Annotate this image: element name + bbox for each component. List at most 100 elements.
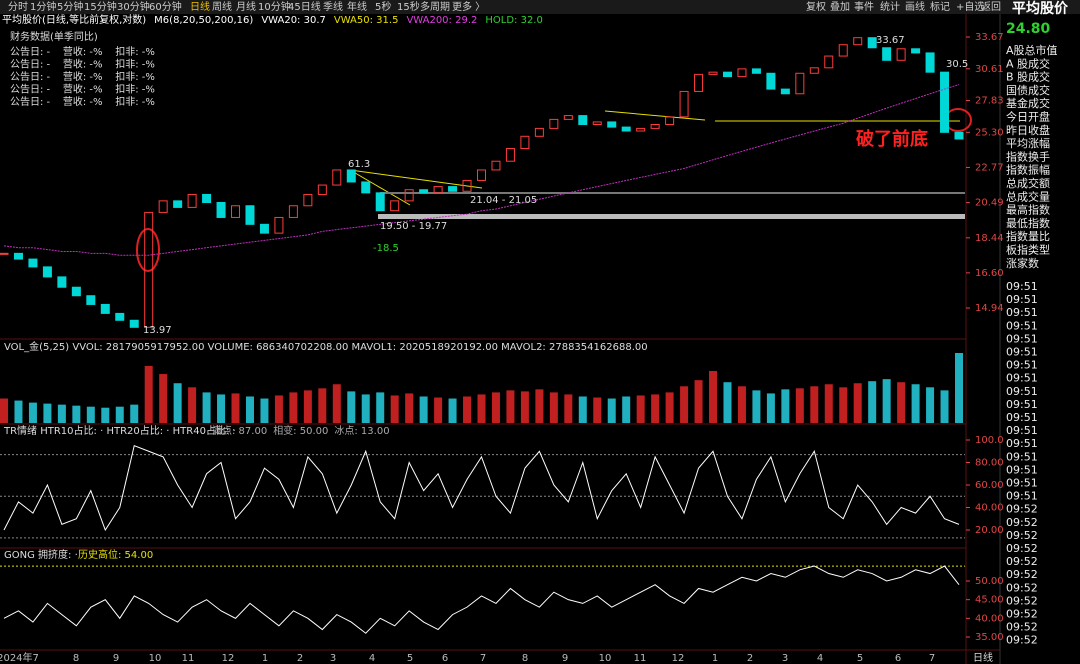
volume-bar — [651, 394, 660, 423]
toolbar-item[interactable]: 返回 — [981, 1, 1001, 13]
x-tick-label: 11 — [634, 653, 647, 664]
volume-bar — [506, 390, 515, 423]
toolbar-item[interactable]: 叠加 — [830, 1, 850, 13]
toolbar-item[interactable]: 45日线 — [288, 0, 321, 13]
volume-bar — [390, 395, 399, 423]
toolbar-item[interactable]: 事件 — [854, 0, 874, 13]
legend-item: HOLD: 32.0 — [485, 15, 542, 26]
candle — [158, 200, 168, 213]
annotation: 61.3 — [348, 159, 370, 170]
toolbar-item[interactable]: 多周期 — [420, 0, 450, 13]
candle — [86, 295, 96, 305]
volume-bar — [607, 398, 616, 423]
x-tick-label: 1 — [262, 653, 268, 664]
sidebar-time: 09:52 — [1006, 621, 1038, 634]
sidebar-item[interactable]: 指数振幅 — [1006, 163, 1050, 177]
y-tick-label: 40.00 — [975, 503, 1004, 514]
sidebar-item[interactable]: 指数换手 — [1006, 149, 1050, 163]
sidebar-item[interactable]: 总成交量 — [1006, 189, 1050, 203]
toolbar-item[interactable]: 1分钟 — [30, 0, 56, 13]
volume-bar — [680, 386, 689, 423]
candle — [346, 169, 356, 183]
annotation: 13.97 — [143, 325, 172, 336]
legend-item: 平均股价(日线,等比前复权,对数) — [2, 13, 146, 26]
candle — [679, 90, 689, 118]
toolbar-item[interactable]: 年线 — [347, 0, 367, 13]
toolbar-item[interactable]: 月线 — [236, 0, 256, 13]
sidebar-item[interactable]: 总成交额 — [1006, 176, 1050, 190]
x-tick-label: 7 — [480, 653, 486, 664]
volume-bar — [709, 370, 718, 423]
toolbar-item[interactable]: 周线 — [212, 0, 232, 13]
sidebar-item[interactable]: 平均涨幅 — [1006, 137, 1050, 150]
sidebar-item[interactable]: A股总市值 — [1006, 43, 1058, 57]
toolbar-item[interactable]: 画线 — [905, 0, 925, 13]
sidebar-time: 09:51 — [1006, 359, 1038, 372]
sidebar-item[interactable]: 涨家数 — [1006, 256, 1039, 270]
level-label: 冰点: 13.00 — [334, 424, 389, 437]
sidebar-item[interactable]: 最高指数 — [1006, 203, 1050, 217]
toolbar-item[interactable]: 60分钟 — [149, 0, 182, 13]
sidebar-time: 09:52 — [1006, 503, 1038, 516]
legend-item: VWA50: 31.5 — [334, 15, 399, 26]
sidebar-time: 09:51 — [1006, 372, 1038, 385]
candle — [867, 37, 877, 49]
finance-row: 公告日: - 营收: -% 扣非: -% — [10, 45, 155, 58]
candle — [838, 44, 848, 57]
sidebar-item[interactable]: 最低指数 — [1006, 216, 1050, 230]
toolbar-item[interactable]: 10分钟 — [258, 0, 291, 13]
sidebar-item[interactable]: B 股成交 — [1006, 70, 1050, 84]
toolbar-item[interactable]: 更多 〉 — [452, 0, 485, 13]
x-tick-label: 3 — [782, 653, 788, 664]
sidebar-time: 09:52 — [1006, 542, 1038, 555]
x-tick-label: 2 — [297, 653, 303, 664]
candle — [780, 88, 790, 95]
toolbar-item[interactable]: 复权 — [806, 0, 826, 13]
volume-bar — [72, 405, 81, 423]
sidebar-item[interactable]: 今日开盘 — [1006, 110, 1050, 124]
toolbar-item[interactable]: +自选 — [956, 0, 984, 13]
x-tick-label: 10 — [149, 653, 162, 664]
x-tick-label: 4 — [369, 653, 375, 664]
toolbar-item[interactable]: 15秒 — [397, 0, 420, 13]
toolbar-item[interactable]: 5分钟 — [57, 0, 83, 13]
sidebar-time: 09:51 — [1006, 293, 1038, 306]
toolbar-item[interactable]: 5秒 — [375, 0, 391, 13]
sidebar-time: 09:52 — [1006, 634, 1038, 647]
toolbar-item[interactable]: 15分钟 — [84, 0, 117, 13]
sidebar-item[interactable]: 国债成交 — [1006, 83, 1050, 97]
x-tick-label: 12 — [672, 653, 685, 664]
sidebar-item[interactable]: 基金成交 — [1006, 96, 1050, 110]
volume-bar — [159, 374, 168, 423]
candle — [317, 184, 327, 195]
candle — [0, 252, 9, 255]
sidebar-item[interactable]: 指数量比 — [1006, 229, 1050, 243]
range-band — [378, 214, 965, 219]
toolbar-item[interactable]: 标记 — [930, 1, 950, 13]
toolbar-item[interactable]: 统计 — [880, 0, 900, 13]
sidebar-time: 09:52 — [1006, 555, 1038, 568]
candle — [694, 73, 704, 92]
y-tick-label: 16.60 — [975, 268, 1004, 279]
annotation: -18.5 — [373, 243, 399, 254]
volume-bar — [955, 353, 963, 423]
sidebar-item[interactable]: 昨日收盘 — [1006, 123, 1050, 137]
candle — [650, 124, 660, 129]
sidebar-item[interactable]: A 股成交 — [1006, 56, 1050, 70]
volume-bar — [694, 380, 703, 423]
candle — [245, 205, 255, 225]
candle — [57, 276, 67, 288]
candle — [274, 216, 284, 234]
toolbar-item[interactable]: 30分钟 — [117, 0, 150, 13]
toolbar-item[interactable]: 分时 — [8, 1, 28, 13]
x-tick-label: 3 — [330, 653, 336, 664]
x-tick-label: 8 — [73, 653, 79, 664]
sidebar-item[interactable]: 板指类型 — [1006, 243, 1050, 257]
finance-title: 财务数据(单季同比) — [10, 30, 98, 43]
sidebar-time: 09:51 — [1006, 319, 1038, 332]
toolbar-item[interactable]: 日线 — [190, 0, 210, 13]
toolbar-item[interactable]: 季线 — [323, 0, 343, 13]
volume-bar — [463, 396, 472, 423]
panel-title: VOL_金(5,25) VVOL: 2817905917952.00 VOLUM… — [4, 340, 648, 353]
volume-bar — [361, 394, 370, 423]
